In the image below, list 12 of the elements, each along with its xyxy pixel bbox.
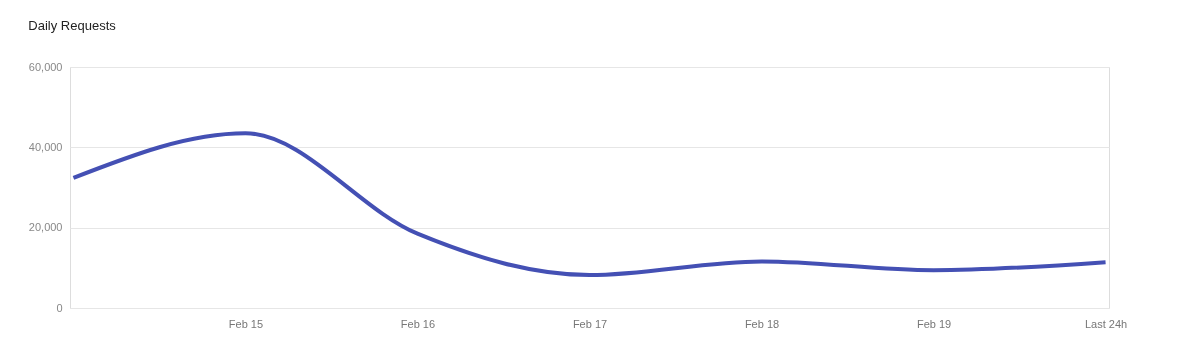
y-tick-label: 40,000 xyxy=(28,140,63,153)
x-tick-label: Feb 17 xyxy=(572,317,608,330)
chart-title: Daily Requests xyxy=(28,18,117,33)
x-tick-label: Feb 16 xyxy=(400,317,436,330)
y-tick-label: 0 xyxy=(56,301,63,314)
x-tick-label: Feb 18 xyxy=(744,317,780,330)
line-series xyxy=(71,131,1108,278)
y-tick-label: 20,000 xyxy=(28,221,63,234)
y-tick-label: 60,000 xyxy=(28,60,63,73)
x-tick-label: Feb 19 xyxy=(916,317,952,330)
x-tick-label: Feb 15 xyxy=(228,317,264,330)
x-tick-label: Last 24h xyxy=(1084,317,1128,330)
